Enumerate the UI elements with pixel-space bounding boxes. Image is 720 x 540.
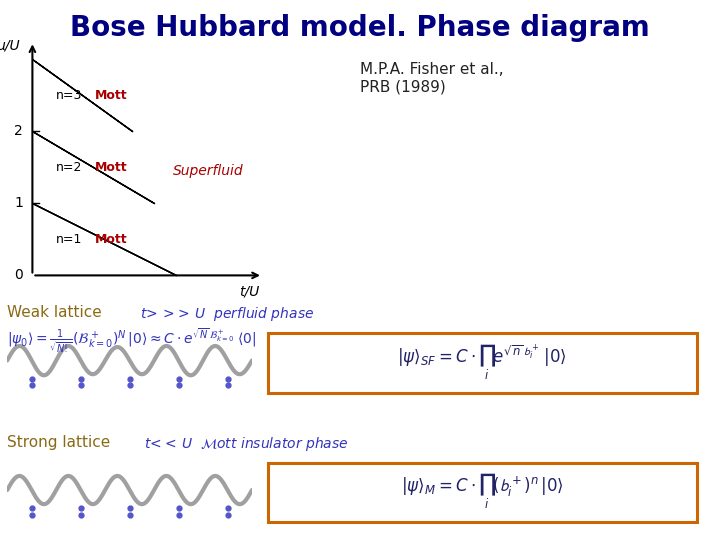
Text: Bose Hubbard model. Phase diagram: Bose Hubbard model. Phase diagram (70, 14, 650, 42)
Text: 2: 2 (14, 124, 23, 138)
Text: $|\psi\rangle_{SF} = C\cdot\prod_i e^{\sqrt{n}\,\mathcal{b}_i^+}\,|0\rangle$: $|\psi\rangle_{SF} = C\cdot\prod_i e^{\s… (397, 342, 567, 382)
Text: t/U: t/U (239, 284, 259, 298)
Text: Weak lattice: Weak lattice (7, 305, 102, 320)
Text: Strong lattice: Strong lattice (7, 435, 110, 450)
Bar (268, 333, 697, 393)
Text: $t\!<\!<\,U$  $\mathcal{M}$ott insulator phase: $t\!<\!<\,U$ $\mathcal{M}$ott insulator … (144, 435, 348, 453)
Text: Superfluid: Superfluid (173, 164, 243, 178)
Text: Mott: Mott (95, 161, 127, 174)
Text: μ/U: μ/U (0, 39, 20, 53)
Text: n=1: n=1 (56, 233, 83, 246)
Text: $|\psi_0\rangle = \frac{1}{\sqrt{N!}}(\mathcal{B}_{k=0}^+)^N\,|0\rangle\approx C: $|\psi_0\rangle = \frac{1}{\sqrt{N!}}(\m… (7, 327, 256, 355)
Polygon shape (32, 59, 132, 131)
Text: $t\!>>\!>\,U$  perfluid phase: $t\!>>\!>\,U$ perfluid phase (140, 305, 315, 323)
Text: M.P.A. Fisher et al.,
PRB (1989): M.P.A. Fisher et al., PRB (1989) (360, 62, 503, 94)
Text: 0: 0 (14, 268, 23, 282)
Polygon shape (32, 131, 154, 204)
Text: $|\psi\rangle_M = C\cdot\prod_i (\mathcal{b}_i^+)^n\,|0\rangle$: $|\psi\rangle_M = C\cdot\prod_i (\mathca… (401, 471, 564, 511)
Text: 1: 1 (14, 197, 23, 211)
Text: Mott: Mott (95, 233, 127, 246)
Text: n=2: n=2 (56, 161, 83, 174)
Bar (268, 463, 697, 523)
Polygon shape (32, 204, 176, 275)
Text: n=3: n=3 (56, 89, 83, 102)
Text: Mott: Mott (95, 89, 127, 102)
